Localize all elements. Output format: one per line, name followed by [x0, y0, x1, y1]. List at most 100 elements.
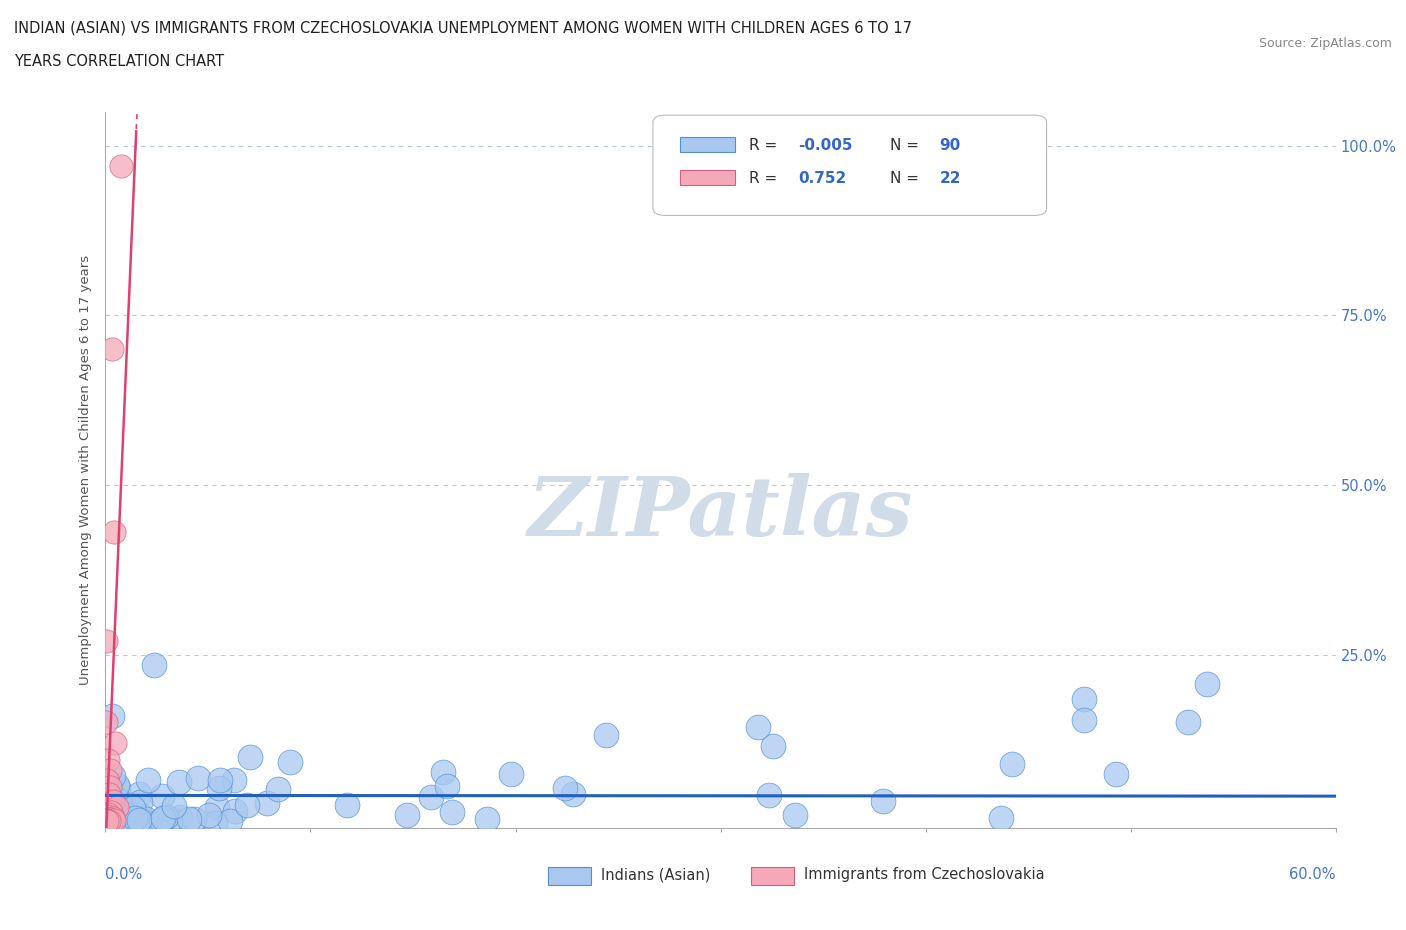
- Point: [96, 809, 118, 824]
- Point: [990, 811, 1012, 826]
- Point: [278, 755, 301, 770]
- Text: INDIAN (ASIAN) VS IMMIGRANTS FROM CZECHOSLOVAKIA UNEMPLOYMENT AMONG WOMEN WITH C: INDIAN (ASIAN) VS IMMIGRANTS FROM CZECHO…: [14, 20, 912, 35]
- Point: [105, 800, 128, 815]
- Text: ZIPatlas: ZIPatlas: [527, 472, 914, 552]
- Point: [224, 772, 246, 787]
- Point: [100, 709, 122, 724]
- Point: [169, 809, 191, 824]
- Point: [1177, 714, 1199, 729]
- Point: [115, 807, 138, 822]
- Point: [108, 807, 131, 822]
- Point: [98, 814, 121, 829]
- Point: [104, 736, 127, 751]
- Point: [100, 815, 122, 830]
- Point: [204, 816, 226, 830]
- Point: [208, 781, 231, 796]
- Point: [183, 811, 205, 826]
- Point: [139, 816, 162, 830]
- Text: 90: 90: [939, 138, 960, 153]
- Point: [235, 798, 257, 813]
- Point: [562, 786, 585, 801]
- Point: [96, 633, 118, 648]
- Point: [101, 810, 124, 825]
- Point: [267, 782, 290, 797]
- Point: [96, 773, 118, 788]
- Point: [108, 810, 131, 825]
- Point: [108, 793, 131, 808]
- Point: [97, 806, 120, 821]
- Point: [100, 804, 122, 819]
- Point: [762, 738, 785, 753]
- Point: [256, 795, 278, 810]
- Point: [120, 814, 142, 829]
- Text: R =: R =: [749, 138, 782, 153]
- Text: Source: ZipAtlas.com: Source: ZipAtlas.com: [1258, 37, 1392, 50]
- Point: [138, 773, 160, 788]
- Point: [1195, 677, 1218, 692]
- Point: [595, 727, 617, 742]
- Point: [96, 812, 118, 827]
- Point: [98, 790, 121, 805]
- Point: [554, 780, 576, 795]
- Point: [121, 801, 143, 816]
- Point: [107, 781, 129, 796]
- Point: [475, 811, 498, 826]
- Text: N =: N =: [890, 138, 924, 153]
- Point: [436, 779, 458, 794]
- Point: [758, 788, 780, 803]
- Text: Indians (Asian): Indians (Asian): [602, 868, 710, 883]
- Point: [107, 816, 129, 830]
- Point: [111, 794, 134, 809]
- Point: [98, 809, 121, 824]
- Point: [135, 812, 157, 827]
- Point: [1073, 692, 1095, 707]
- Y-axis label: Unemployment Among Women with Children Ages 6 to 17 years: Unemployment Among Women with Children A…: [79, 255, 93, 684]
- Point: [121, 814, 143, 829]
- Point: [128, 787, 150, 802]
- Point: [103, 807, 125, 822]
- Point: [103, 525, 125, 540]
- Text: -0.005: -0.005: [799, 138, 852, 153]
- Point: [101, 768, 124, 783]
- Point: [150, 789, 173, 804]
- Point: [110, 158, 132, 173]
- Point: [177, 812, 200, 827]
- Point: [115, 814, 138, 829]
- Point: [1001, 757, 1024, 772]
- FancyBboxPatch shape: [652, 115, 1046, 216]
- Point: [98, 779, 121, 794]
- Point: [122, 798, 145, 813]
- Point: [97, 787, 120, 802]
- Point: [198, 807, 221, 822]
- Text: N =: N =: [890, 171, 924, 186]
- Point: [124, 811, 146, 826]
- Text: 22: 22: [939, 171, 962, 186]
- Point: [98, 763, 121, 777]
- Point: [111, 815, 134, 830]
- Point: [128, 817, 150, 831]
- Point: [103, 813, 125, 828]
- Point: [96, 817, 118, 831]
- Point: [100, 341, 122, 356]
- Point: [432, 764, 454, 779]
- FancyBboxPatch shape: [548, 867, 592, 885]
- Point: [208, 773, 231, 788]
- Point: [396, 807, 419, 822]
- Point: [100, 797, 122, 812]
- Point: [96, 815, 118, 830]
- Point: [1105, 766, 1128, 781]
- Point: [239, 750, 262, 764]
- Point: [101, 813, 124, 828]
- Point: [420, 790, 443, 804]
- Point: [101, 785, 124, 800]
- Point: [128, 805, 150, 820]
- Point: [128, 812, 150, 827]
- Point: [143, 658, 166, 672]
- Text: R =: R =: [749, 171, 782, 186]
- Point: [101, 793, 124, 808]
- Point: [187, 770, 209, 785]
- FancyBboxPatch shape: [681, 137, 735, 153]
- Point: [97, 807, 120, 822]
- Point: [96, 814, 118, 829]
- Point: [136, 817, 159, 831]
